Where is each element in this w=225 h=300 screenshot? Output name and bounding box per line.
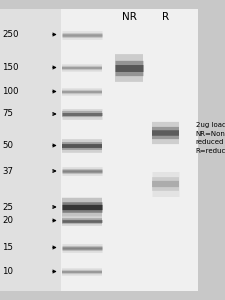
Bar bbox=[61, 9, 198, 291]
Text: 75: 75 bbox=[2, 110, 13, 118]
Text: 100: 100 bbox=[2, 87, 19, 96]
Text: 150: 150 bbox=[2, 63, 19, 72]
Text: 25: 25 bbox=[2, 202, 13, 211]
Text: 10: 10 bbox=[2, 267, 13, 276]
Text: NR: NR bbox=[122, 11, 137, 22]
Text: 2ug loading
NR=Non-
reduced
R=reduced: 2ug loading NR=Non- reduced R=reduced bbox=[196, 122, 225, 154]
Text: R: R bbox=[162, 11, 169, 22]
Text: 20: 20 bbox=[2, 216, 13, 225]
Text: 250: 250 bbox=[2, 30, 19, 39]
Text: 15: 15 bbox=[2, 243, 13, 252]
Text: 50: 50 bbox=[2, 141, 13, 150]
Bar bbox=[0, 9, 61, 291]
Text: 37: 37 bbox=[2, 167, 13, 176]
